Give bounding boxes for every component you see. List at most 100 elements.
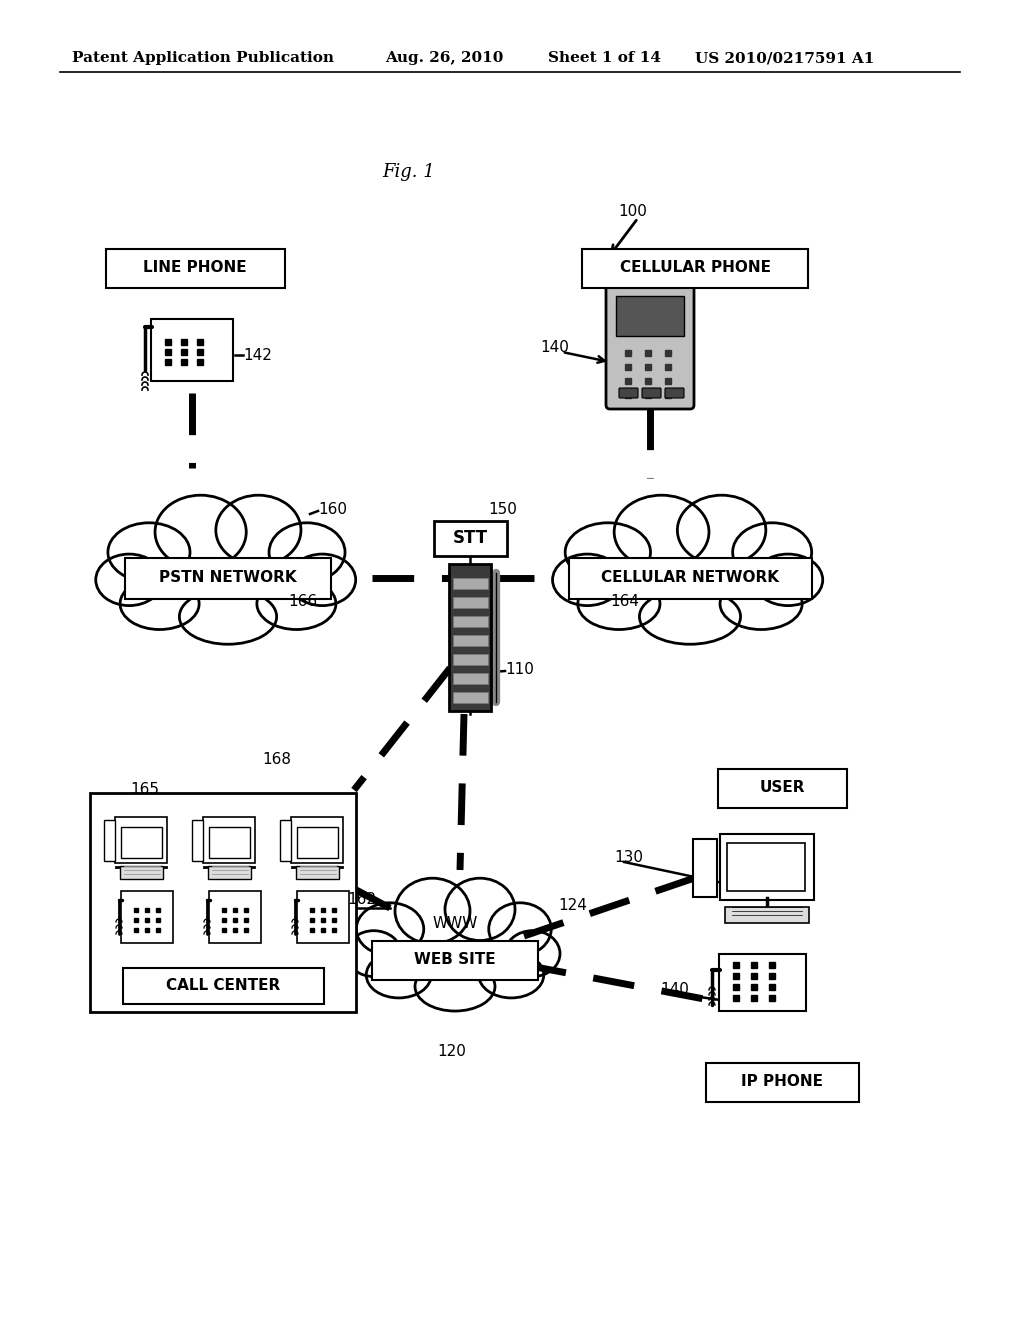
Ellipse shape [179,589,276,644]
FancyBboxPatch shape [280,820,291,861]
Text: Fig. 1: Fig. 1 [382,162,435,181]
Ellipse shape [479,952,544,998]
Ellipse shape [415,962,495,1011]
FancyBboxPatch shape [297,891,349,942]
FancyBboxPatch shape [115,817,167,863]
Ellipse shape [553,554,622,606]
FancyBboxPatch shape [618,388,638,399]
FancyBboxPatch shape [693,840,717,898]
Ellipse shape [257,578,336,630]
Text: WWW: WWW [432,916,477,932]
Text: 110: 110 [505,663,534,677]
FancyBboxPatch shape [453,672,487,684]
FancyBboxPatch shape [453,653,487,664]
Text: PSTN NETWORK: PSTN NETWORK [159,570,297,586]
Text: 165: 165 [130,783,159,797]
Text: 168: 168 [262,752,291,767]
Ellipse shape [216,495,301,565]
FancyBboxPatch shape [453,578,487,589]
Text: 130: 130 [614,850,643,866]
Ellipse shape [754,554,822,606]
FancyBboxPatch shape [121,891,173,942]
Ellipse shape [96,554,163,606]
FancyBboxPatch shape [706,1063,858,1101]
FancyBboxPatch shape [719,954,806,1011]
FancyBboxPatch shape [105,248,285,288]
Text: 100: 100 [618,205,647,219]
Ellipse shape [289,554,355,606]
FancyBboxPatch shape [125,557,331,598]
Text: US 2010/0217591 A1: US 2010/0217591 A1 [695,51,874,65]
Ellipse shape [488,903,551,956]
Text: 120: 120 [437,1044,467,1060]
FancyBboxPatch shape [296,866,339,879]
Ellipse shape [120,578,199,630]
Ellipse shape [395,878,470,944]
FancyBboxPatch shape [103,820,115,861]
Ellipse shape [356,903,424,956]
Text: LINE PHONE: LINE PHONE [143,260,247,276]
Text: 150: 150 [488,503,517,517]
FancyBboxPatch shape [433,520,507,556]
FancyBboxPatch shape [453,692,487,702]
Text: 124: 124 [558,898,587,912]
FancyBboxPatch shape [568,557,811,598]
Text: CALL CENTER: CALL CENTER [166,978,281,994]
Ellipse shape [445,878,515,941]
Text: IP PHONE: IP PHONE [741,1074,823,1089]
Ellipse shape [108,523,190,582]
Text: USER: USER [759,780,805,796]
Ellipse shape [269,523,345,582]
FancyBboxPatch shape [720,834,814,900]
Ellipse shape [578,578,660,630]
FancyBboxPatch shape [151,319,233,381]
Ellipse shape [346,931,401,977]
Ellipse shape [155,495,246,569]
Text: 140: 140 [540,341,569,355]
Ellipse shape [677,495,766,565]
Text: 164: 164 [610,594,639,610]
FancyBboxPatch shape [725,907,809,923]
FancyBboxPatch shape [453,597,487,607]
Text: CELLULAR PHONE: CELLULAR PHONE [620,260,770,276]
Text: Aug. 26, 2010: Aug. 26, 2010 [385,51,504,65]
Ellipse shape [614,495,709,569]
Ellipse shape [720,578,802,630]
Text: 160: 160 [318,503,347,517]
FancyBboxPatch shape [372,940,538,979]
Text: 162: 162 [347,892,376,908]
FancyBboxPatch shape [90,793,356,1012]
FancyBboxPatch shape [642,388,662,399]
FancyBboxPatch shape [453,635,487,645]
FancyBboxPatch shape [582,248,808,288]
FancyBboxPatch shape [727,843,805,891]
FancyBboxPatch shape [191,820,203,861]
FancyBboxPatch shape [453,615,487,627]
FancyBboxPatch shape [208,866,251,879]
Text: Patent Application Publication: Patent Application Publication [72,51,334,65]
Ellipse shape [505,931,560,977]
Text: Sheet 1 of 14: Sheet 1 of 14 [548,51,662,65]
Text: 166: 166 [288,594,317,610]
Ellipse shape [565,523,650,582]
Ellipse shape [367,952,431,998]
FancyBboxPatch shape [297,826,338,858]
FancyBboxPatch shape [209,826,250,858]
FancyBboxPatch shape [616,296,684,337]
FancyBboxPatch shape [120,866,163,879]
FancyBboxPatch shape [123,968,324,1005]
FancyBboxPatch shape [449,564,490,711]
Text: 142: 142 [243,347,272,363]
Text: WEB SITE: WEB SITE [414,953,496,968]
FancyBboxPatch shape [121,826,162,858]
Ellipse shape [639,589,740,644]
FancyBboxPatch shape [203,817,255,863]
FancyBboxPatch shape [718,768,847,808]
FancyBboxPatch shape [665,388,684,399]
Text: 140: 140 [660,982,689,998]
FancyBboxPatch shape [209,891,261,942]
Text: CELLULAR NETWORK: CELLULAR NETWORK [601,570,779,586]
Ellipse shape [732,523,812,582]
FancyBboxPatch shape [291,817,343,863]
FancyBboxPatch shape [606,282,694,409]
